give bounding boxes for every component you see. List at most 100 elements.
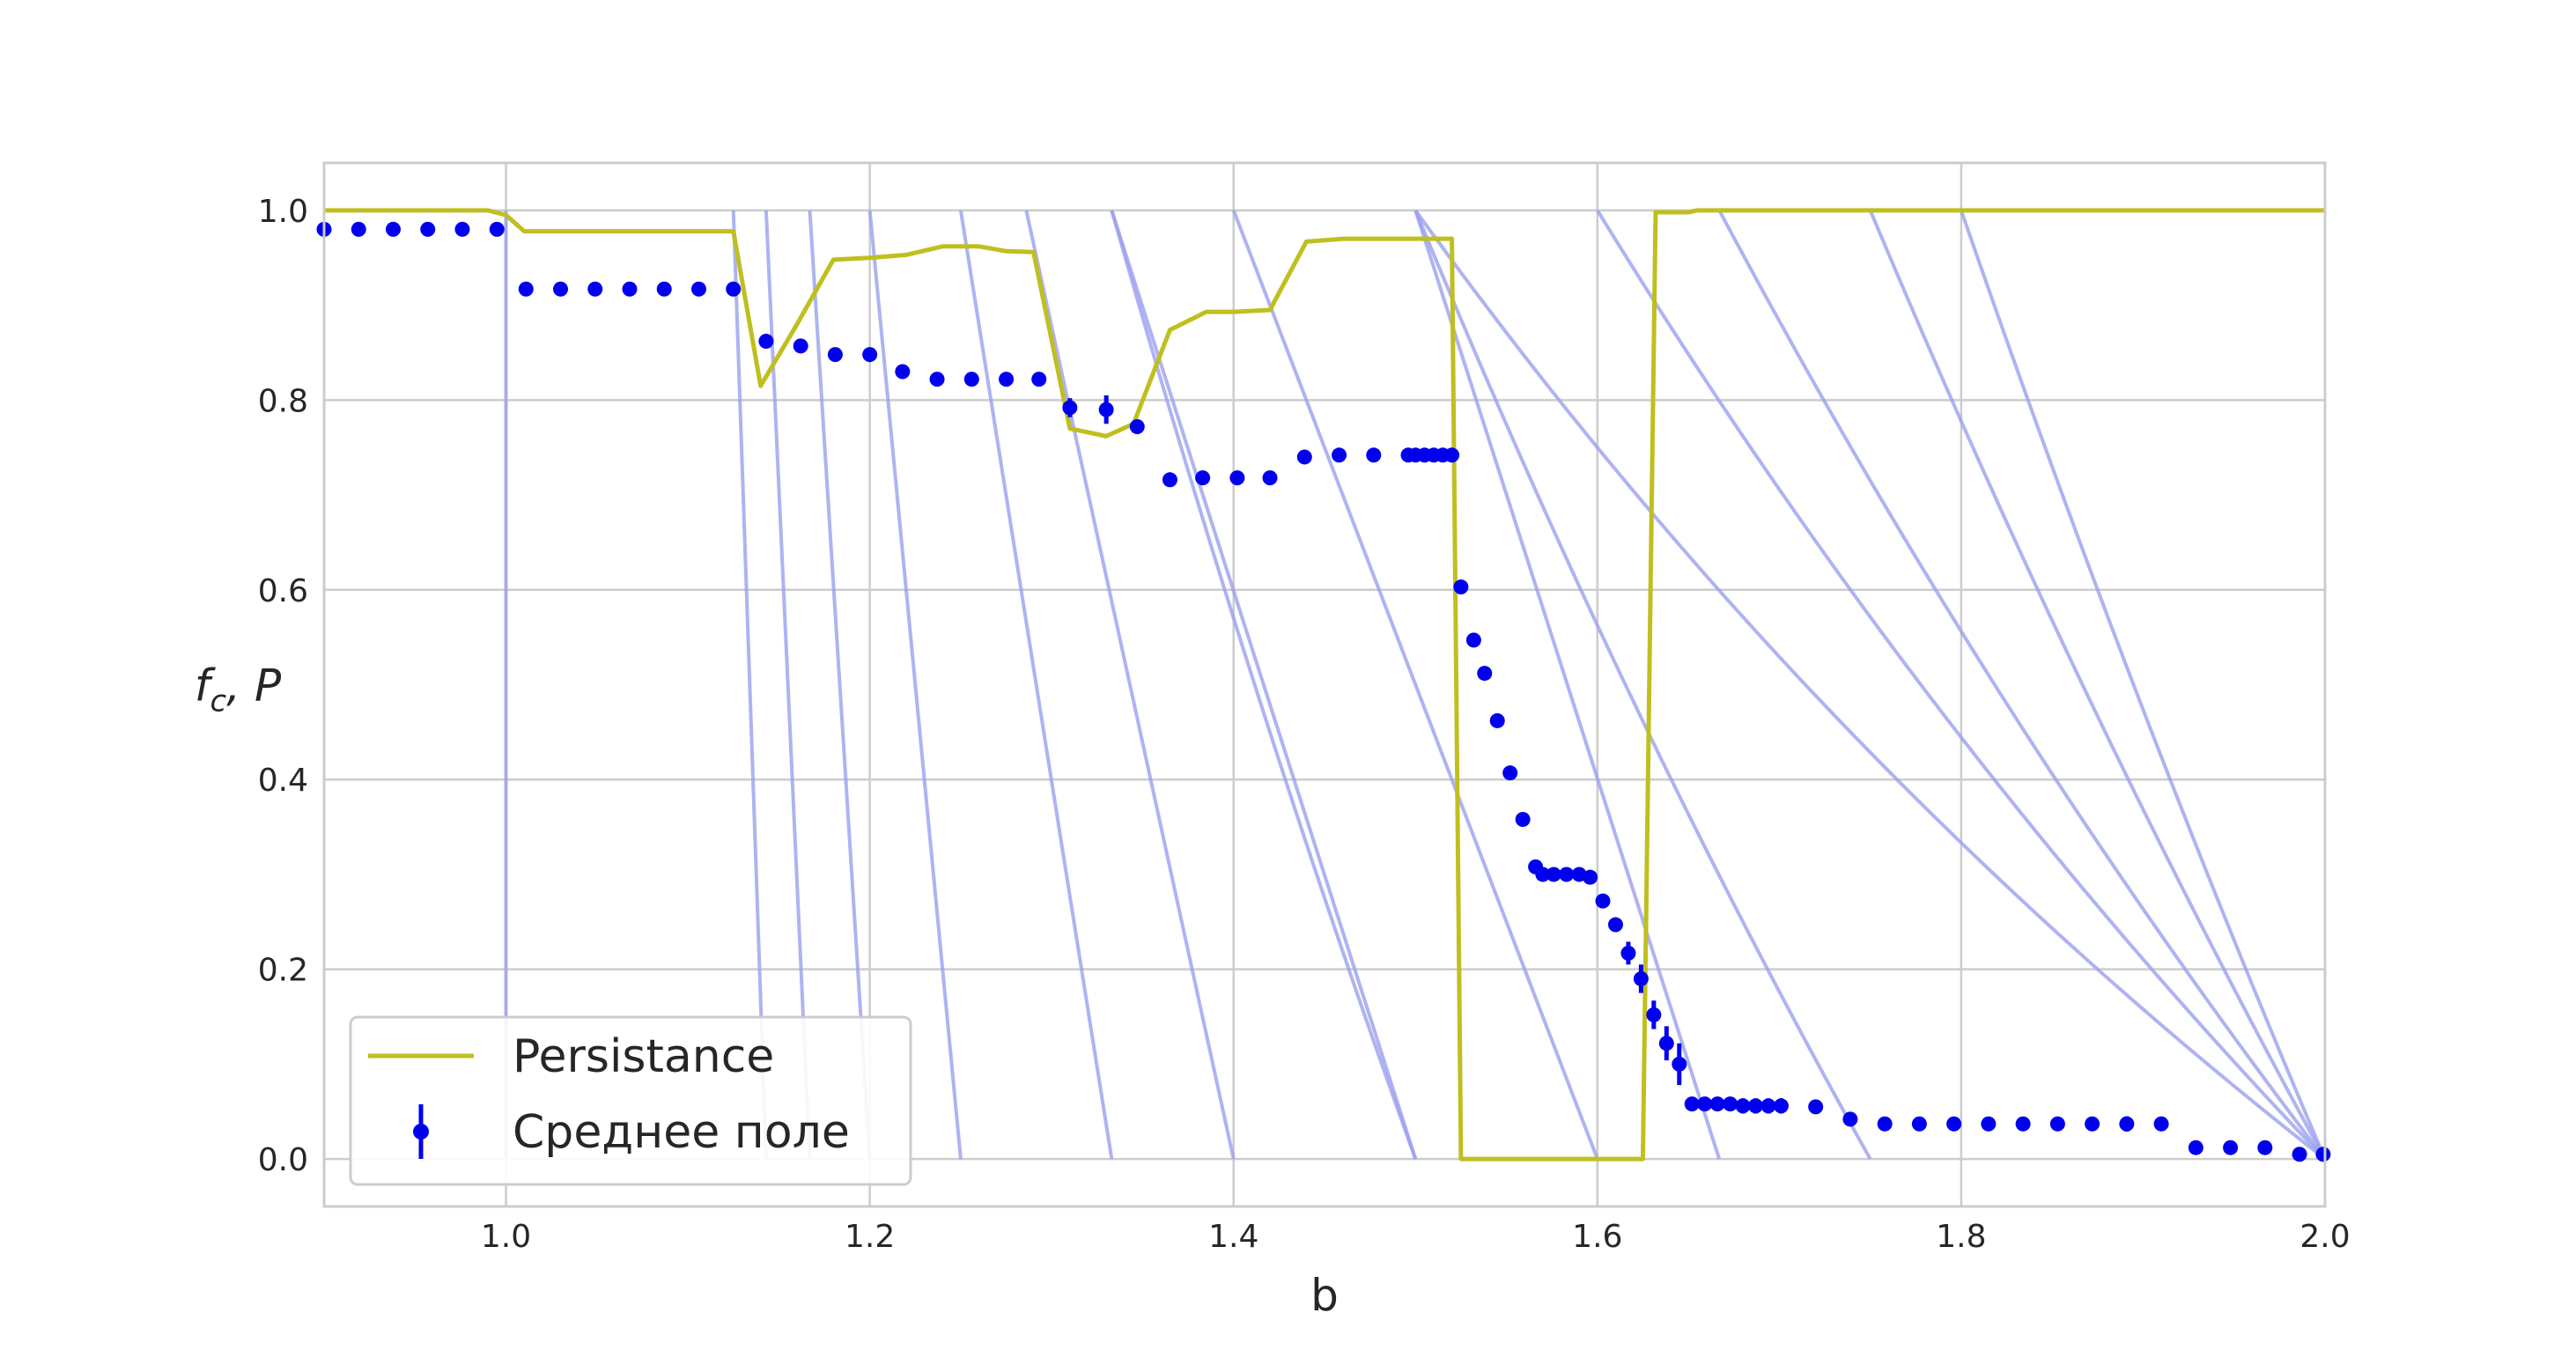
mean-field-point — [2223, 1140, 2239, 1155]
guide-lines — [504, 209, 2327, 1161]
mean-field-point — [351, 221, 366, 237]
mean-field-point — [1808, 1099, 1824, 1115]
guide-line-6 — [1024, 210, 1236, 1160]
mean-field-point — [1515, 811, 1531, 827]
guide-line-15 — [1868, 210, 2327, 1161]
mean-field-point — [1229, 470, 1245, 486]
mean-field-point — [2085, 1116, 2100, 1132]
y-axis-label-sub: c — [210, 684, 226, 719]
y-axis-label-rest: , P — [226, 660, 282, 712]
mean-field-point — [1098, 402, 1114, 417]
mean-field-point — [1877, 1116, 1893, 1132]
mean-field-point — [1262, 470, 1278, 486]
mean-field-point — [1583, 869, 1598, 885]
x-tick-labels: 1.0 1.2 1.4 1.6 1.8 2.0 — [481, 1219, 2351, 1255]
mean-field-point — [1607, 917, 1623, 933]
mean-field-point — [1332, 447, 1347, 463]
y-tick-label: 0.8 — [258, 383, 308, 419]
y-tick-label: 0.4 — [258, 763, 308, 799]
legend-mean-field-marker — [413, 1124, 429, 1140]
mean-field-point — [518, 281, 534, 297]
axes-frame — [322, 161, 2327, 1208]
grid — [324, 163, 2327, 1206]
persistance-series — [324, 208, 2325, 1162]
mean-field-point — [1735, 1098, 1751, 1114]
guide-line-14 — [1717, 209, 2327, 1161]
y-tick-label: 0.6 — [258, 573, 308, 609]
guide-line-11 — [1413, 210, 1872, 1161]
mean-field-point — [2188, 1140, 2203, 1155]
mean-field-point — [1620, 945, 1636, 961]
y-tick-label: 1.0 — [258, 194, 308, 230]
guide-line-7 — [1110, 210, 1418, 1160]
mean-field-point — [656, 281, 672, 297]
mean-field-point — [1162, 472, 1177, 488]
guide-line-16 — [1960, 210, 2327, 1160]
mean-field-point — [1444, 447, 1460, 463]
guide-line-13 — [1596, 209, 2327, 1161]
mean-field-point — [690, 281, 706, 297]
mean-field-point — [895, 364, 911, 380]
mean-field-point — [1129, 418, 1145, 434]
mean-field-point — [1684, 1096, 1700, 1112]
mean-field-point — [420, 221, 436, 237]
guide-line-10 — [1413, 210, 1722, 1160]
mean-field-point — [622, 281, 638, 297]
mean-field-point — [2119, 1116, 2135, 1132]
persistance-line — [324, 208, 2325, 1162]
y-axis-label: fc, P — [195, 660, 282, 719]
mean-field-point — [1842, 1111, 1858, 1127]
mean-field-point — [1559, 867, 1575, 882]
mean-field-point — [454, 221, 470, 237]
x-tick-label: 1.2 — [845, 1219, 895, 1255]
x-axis-label: b — [1310, 1270, 1339, 1321]
guide-line-1 — [731, 210, 768, 1160]
mean-field-point — [1672, 1056, 1687, 1072]
mean-field-point — [2015, 1116, 2031, 1132]
mean-field-point — [1773, 1098, 1789, 1114]
mean-field-series — [316, 221, 2331, 1162]
mean-field-point — [726, 281, 742, 297]
mean-field-point — [553, 281, 569, 297]
guide-line-12 — [1413, 209, 2327, 1161]
mean-field-point — [1697, 1096, 1713, 1112]
guide-line-4 — [867, 210, 963, 1160]
mean-field-point — [1366, 447, 1382, 463]
y-tick-label: 0.0 — [258, 1142, 308, 1178]
guide-line-5 — [958, 210, 1114, 1160]
mean-field-point — [1633, 970, 1649, 986]
y-tick-label: 0.2 — [258, 953, 308, 989]
x-tick-label: 1.6 — [1572, 1219, 1622, 1255]
mean-field-point — [1453, 579, 1469, 595]
mean-field-point — [2257, 1140, 2273, 1155]
mean-field-point — [827, 347, 843, 363]
mean-field-point — [2292, 1147, 2307, 1162]
mean-field-point — [1195, 470, 1211, 486]
mean-field-point — [1595, 893, 1611, 909]
mean-field-point — [1535, 867, 1551, 882]
x-tick-label: 1.0 — [481, 1219, 531, 1255]
mean-field-point — [1658, 1036, 1674, 1051]
mean-field-point — [587, 281, 603, 297]
x-tick-label: 2.0 — [2299, 1219, 2350, 1255]
guide-line-8 — [1110, 210, 1418, 1160]
guide-line-3 — [808, 210, 872, 1160]
mean-field-point — [1709, 1096, 1725, 1112]
legend-box — [349, 1015, 912, 1186]
mean-field-point — [1981, 1116, 1997, 1132]
mean-field-point — [2315, 1147, 2331, 1162]
mean-field-point — [489, 221, 505, 237]
y-tick-labels: 0.0 0.2 0.4 0.6 0.8 1.0 — [258, 194, 308, 1178]
mean-field-point — [862, 347, 878, 363]
mean-field-point — [2153, 1116, 2169, 1132]
mean-field-point — [385, 221, 401, 237]
mean-field-point — [1748, 1098, 1764, 1114]
mean-field-point — [1760, 1098, 1776, 1114]
mean-field-point — [1911, 1116, 1927, 1132]
legend-mean-field-label: Среднее поле — [513, 1106, 850, 1159]
mean-field-point — [1646, 1007, 1662, 1022]
legend: Persistance Среднее поле — [349, 1015, 912, 1186]
mean-field-point — [1062, 400, 1078, 416]
mean-field-point — [1477, 666, 1493, 682]
